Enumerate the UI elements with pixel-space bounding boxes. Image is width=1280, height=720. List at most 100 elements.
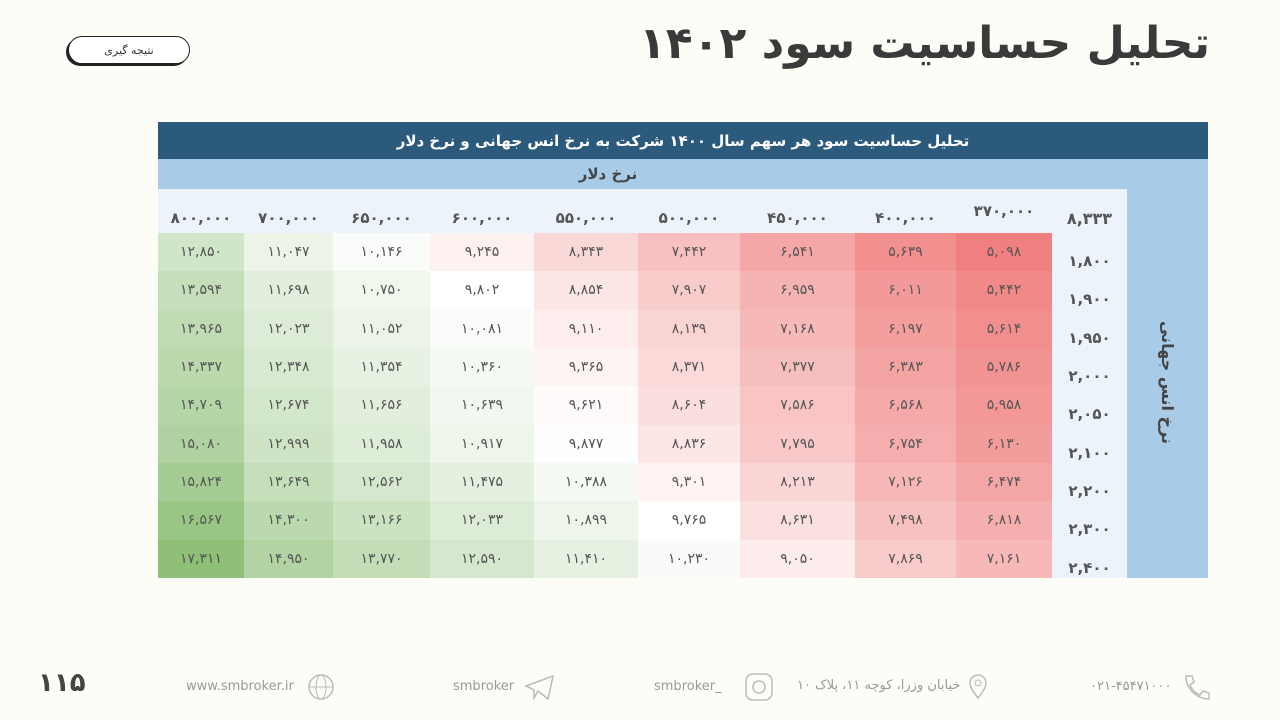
column-axis-band [158, 159, 1208, 189]
table-cell: ۸,۸۳۶ [638, 424, 740, 463]
column-axis-label: نرخ دلار [578, 165, 638, 183]
instagram-icon [745, 673, 773, 701]
table-cell: ۸,۱۳۹ [638, 309, 740, 348]
table-cell: ۱۱,۹۵۸ [333, 424, 430, 463]
table-cell: ۹,۳۰۱ [638, 463, 740, 502]
table-cell: ۵,۶۱۴ [956, 309, 1052, 348]
table-cell: ۵,۰۹۸ [956, 233, 1052, 272]
table-cell: ۱۲,۰۳۳ [430, 501, 534, 540]
table-cell: ۱۲,۸۵۰ [158, 233, 244, 272]
conclusion-button[interactable]: نتیجه گیری [68, 36, 190, 64]
table-cell: ۹,۳۶۵ [534, 348, 638, 387]
table-cell: ۷,۴۴۲ [638, 233, 740, 272]
table-cell: ۱۱,۰۴۷ [244, 233, 333, 272]
row-header: ۲,۰۵۰ [1068, 405, 1111, 424]
instagram: smbroker_ [654, 679, 722, 694]
table-cell: ۸,۸۵۴ [534, 271, 638, 310]
table-cell: ۵,۹۵۸ [956, 386, 1052, 425]
column-header: ۸۰۰,۰۰۰ [170, 209, 232, 227]
phone-icon [1185, 675, 1210, 700]
table-cell: ۱۱,۳۵۴ [333, 348, 430, 387]
row-axis-wrap: نرخ انس جهانی [1127, 320, 1208, 443]
table-cell: ۵,۴۴۲ [956, 271, 1052, 310]
table-cell: ۱۱,۶۹۸ [244, 271, 333, 310]
row-header: ۲,۴۰۰ [1068, 558, 1111, 577]
table-cell: ۵,۶۳۹ [855, 233, 956, 272]
column-header: ۵۰۰,۰۰۰ [658, 209, 720, 227]
table-cell: ۱۱,۴۷۵ [430, 463, 534, 502]
table-cell: ۷,۱۶۱ [956, 539, 1052, 578]
table-cell: ۱۲,۹۹۹ [244, 424, 333, 463]
table-cell: ۱۲,۶۷۴ [244, 386, 333, 425]
table-cell: ۱۰,۹۱۷ [430, 424, 534, 463]
table-cell: ۹,۱۱۰ [534, 309, 638, 348]
table-cell: ۷,۷۹۵ [740, 424, 855, 463]
table-cell: ۱۵,۰۸۰ [158, 424, 244, 463]
table-cell: ۱۴,۳۳۷ [158, 348, 244, 387]
table-cell: ۶,۱۳۰ [956, 424, 1052, 463]
table-cell: ۶,۳۸۳ [855, 348, 956, 387]
table-cell: ۱۰,۷۵۰ [333, 271, 430, 310]
table-cell: ۷,۵۸۶ [740, 386, 855, 425]
table-cell: ۱۲,۰۲۳ [244, 309, 333, 348]
row-header: ۱,۹۰۰ [1068, 290, 1111, 309]
table-cell: ۹,۶۲۱ [534, 386, 638, 425]
table-cell: ۱۰,۸۹۹ [534, 501, 638, 540]
table-cell: ۸,۶۰۴ [638, 386, 740, 425]
table-cell: ۷,۳۷۷ [740, 348, 855, 387]
page-number: ۱۱۵ [38, 668, 86, 698]
row-axis-band [1127, 189, 1208, 578]
column-header: ۷۰۰,۰۰۰ [258, 209, 319, 227]
table-cell: ۹,۰۵۰ [740, 539, 855, 578]
table-cell: ۸,۲۱۳ [740, 463, 855, 502]
table-cell: ۱۱,۰۵۲ [333, 309, 430, 348]
slide-title: تحلیل حساسیت سود ۱۴۰۲ [638, 18, 1210, 69]
table-title: تحلیل حساسیت سود هر سهم سال ۱۴۰۰ شرکت به… [158, 122, 1208, 159]
table-cell: ۱۳,۷۷۰ [333, 539, 430, 578]
column-header: ۶۵۰,۰۰۰ [351, 209, 412, 227]
table-cell: ۶,۷۵۴ [855, 424, 956, 463]
table-cell: ۱۱,۶۵۶ [333, 386, 430, 425]
table-cell: ۷,۹۰۷ [638, 271, 740, 310]
table-cell: ۷,۱۲۶ [855, 463, 956, 502]
table-cell: ۷,۸۶۹ [855, 539, 956, 578]
row-axis-label: نرخ انس جهانی [1158, 320, 1178, 444]
table-cell: ۹,۸۷۷ [534, 424, 638, 463]
web-icon [308, 674, 334, 700]
table-cell: ۵,۷۸۶ [956, 348, 1052, 387]
table-cell: ۸,۳۷۱ [638, 348, 740, 387]
table-cell: ۱۰,۲۳۰ [638, 539, 740, 578]
table-cell: ۱۰,۳۸۸ [534, 463, 638, 502]
row-header: ۲,۲۰۰ [1068, 482, 1111, 501]
column-header: ۴۰۰,۰۰۰ [875, 209, 936, 227]
table-cell: ۱۳,۶۴۹ [244, 463, 333, 502]
telegram-icon [524, 674, 555, 701]
row-header: ۲,۰۰۰ [1068, 367, 1111, 386]
table-cell: ۱۳,۵۹۴ [158, 271, 244, 310]
table-cell: ۷,۴۹۸ [855, 501, 956, 540]
table-cell: ۱۳,۱۶۶ [333, 501, 430, 540]
table-cell: ۱۶,۵۶۷ [158, 501, 244, 540]
telegram: smbroker [453, 679, 515, 694]
table-cell: ۹,۸۰۲ [430, 271, 534, 310]
row-header: ۲,۳۰۰ [1068, 520, 1111, 539]
header-band [158, 189, 1127, 233]
table-cell: ۶,۱۹۷ [855, 309, 956, 348]
table-cell: ۶,۸۱۸ [956, 501, 1052, 540]
table-cell: ۱۰,۳۶۰ [430, 348, 534, 387]
column-header: ۴۵۰,۰۰۰ [767, 209, 828, 227]
row-header: ۱,۹۵۰ [1068, 328, 1111, 347]
table-cell: ۱۴,۳۰۰ [244, 501, 333, 540]
table-cell: ۱۵,۸۲۴ [158, 463, 244, 502]
table-cell: ۹,۲۴۵ [430, 233, 534, 272]
table-cell: ۸,۳۴۳ [534, 233, 638, 272]
row-header: ۲,۱۰۰ [1068, 443, 1111, 462]
table-cell: ۱۰,۶۳۹ [430, 386, 534, 425]
phone: ۰۲۱-۴۵۴۷۱۰۰۰ [1090, 679, 1172, 694]
row-header: ۱,۸۰۰ [1068, 252, 1111, 271]
column-header: ۳۷۰,۰۰۰ [973, 202, 1035, 220]
table-cell: ۱۳,۹۶۵ [158, 309, 244, 348]
location-icon [969, 674, 987, 700]
row-label-band [1052, 189, 1127, 578]
table-cell: ۹,۷۶۵ [638, 501, 740, 540]
